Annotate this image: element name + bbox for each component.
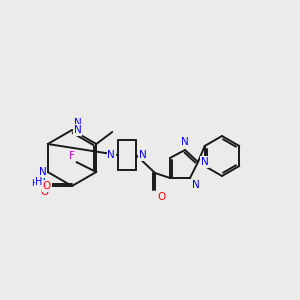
- Text: N: N: [107, 150, 115, 160]
- Text: H: H: [35, 177, 42, 187]
- Text: N: N: [74, 125, 82, 135]
- Text: O: O: [43, 181, 51, 191]
- Text: F: F: [69, 151, 75, 161]
- Text: N: N: [201, 157, 209, 167]
- Text: N: N: [74, 118, 82, 128]
- Text: H: H: [31, 179, 38, 188]
- Text: O: O: [157, 192, 165, 202]
- Text: N: N: [38, 174, 46, 184]
- Text: N: N: [139, 150, 147, 160]
- Text: F: F: [69, 151, 75, 161]
- Text: N: N: [39, 167, 47, 177]
- Text: O: O: [41, 187, 49, 197]
- Text: N: N: [192, 180, 200, 190]
- Text: N: N: [181, 137, 189, 147]
